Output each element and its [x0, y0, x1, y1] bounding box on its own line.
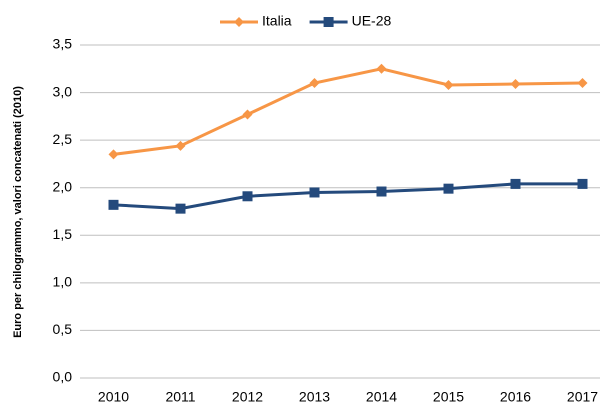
y-tick-label: 2,5	[53, 131, 73, 147]
line	[113, 67, 583, 156]
marker	[376, 186, 387, 197]
y-tick-label: 3,0	[53, 83, 73, 99]
x-tick-label: 2017	[567, 389, 598, 405]
marker	[323, 17, 334, 27]
marker	[234, 17, 244, 27]
marker	[443, 79, 454, 90]
marker	[510, 79, 521, 90]
x-tick-label: 2011	[165, 389, 195, 405]
marker	[309, 78, 320, 89]
line	[113, 182, 583, 211]
marker	[443, 183, 454, 194]
x-tick-label: 2015	[433, 389, 464, 405]
legend-label: Italia	[262, 13, 292, 29]
y-tick-label: 0,5	[53, 321, 73, 337]
y-tick-label: 1,5	[53, 226, 73, 242]
y-tick-label: 1,0	[53, 274, 73, 290]
x-tick-label: 2013	[299, 389, 330, 405]
y-tick-label: 3,5	[53, 36, 73, 52]
legend-label: UE-28	[352, 13, 392, 29]
marker	[242, 191, 253, 202]
y-tick-label: 2,0	[53, 178, 73, 194]
marker	[577, 78, 588, 89]
y-tick-label: 0,0	[53, 369, 73, 385]
marker	[108, 149, 119, 160]
y-axis-label: Euro per chilogrammo, valori concatenati…	[12, 86, 24, 338]
x-tick-label: 2016	[500, 389, 531, 405]
marker	[175, 203, 186, 214]
marker	[577, 178, 588, 189]
marker	[175, 140, 186, 151]
x-tick-label: 2012	[232, 389, 263, 405]
marker	[376, 63, 387, 74]
x-tick-label: 2014	[366, 389, 397, 405]
marker	[510, 178, 521, 189]
marker	[309, 187, 320, 198]
x-tick-label: 2010	[98, 389, 129, 405]
marker	[108, 199, 119, 210]
marker	[242, 109, 253, 120]
